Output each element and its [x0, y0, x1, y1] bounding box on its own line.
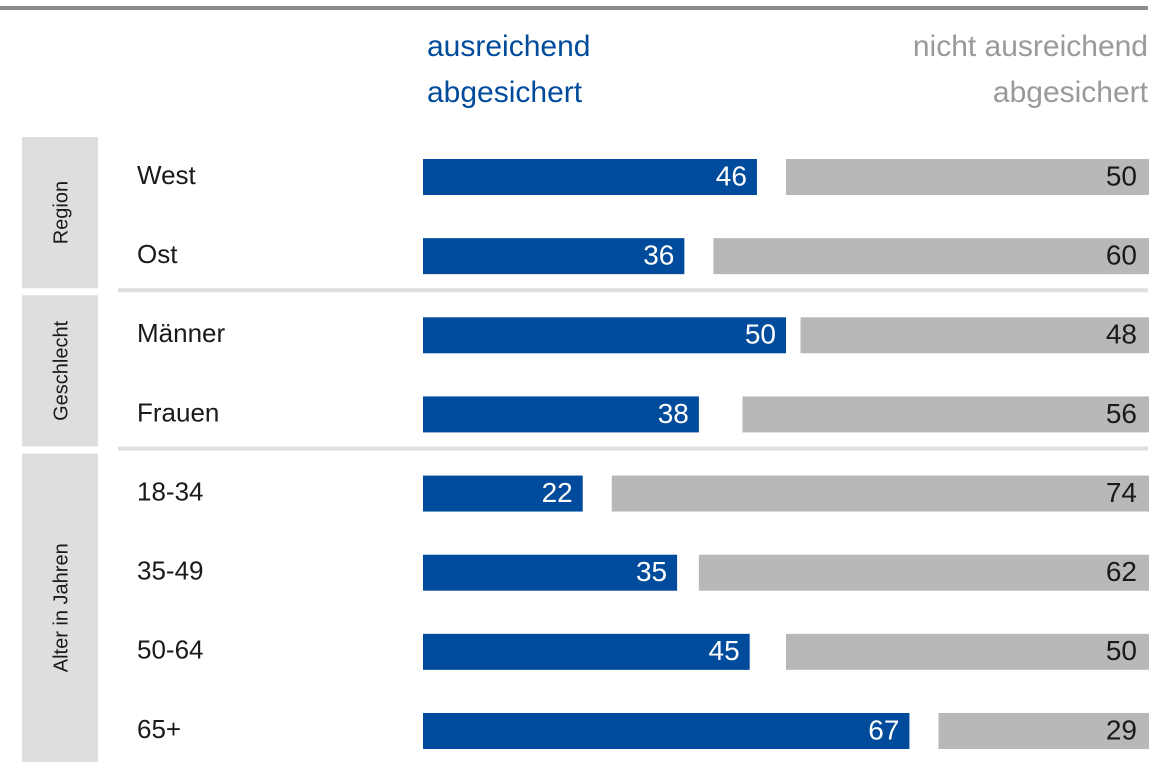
bar: [423, 238, 685, 275]
legend-label: ausreichend: [427, 30, 590, 63]
value-label: 48: [1106, 319, 1137, 350]
bar: [611, 475, 1149, 512]
category-label: Frauen: [137, 397, 219, 427]
group-label: Geschlecht: [50, 320, 72, 420]
bar: [800, 317, 1149, 354]
bar: [698, 554, 1149, 591]
bar: [742, 396, 1149, 433]
value-label: 56: [1106, 398, 1137, 429]
group-label: Alter in Jahren: [50, 543, 72, 672]
bar: [423, 712, 910, 749]
category-label: 18-34: [137, 476, 204, 506]
value-label: 60: [1106, 240, 1137, 271]
category-label: 35-49: [137, 556, 204, 586]
top-rule: [0, 6, 1148, 10]
legend-label: abgesichert: [993, 76, 1149, 109]
category-label: Männer: [137, 318, 225, 348]
legend-label: nicht ausreichend: [913, 30, 1148, 63]
bar: [938, 712, 1149, 749]
bar: [423, 554, 678, 591]
bar: [423, 475, 583, 512]
value-label: 50: [1106, 635, 1137, 666]
value-label: 46: [716, 160, 747, 191]
value-label: 62: [1106, 556, 1137, 587]
value-label: 22: [542, 477, 573, 508]
bar: [423, 633, 750, 670]
category-label: 50-64: [137, 635, 204, 665]
value-label: 38: [658, 398, 689, 429]
value-label: 50: [745, 319, 776, 350]
category-label: Ost: [137, 239, 178, 269]
group-box: [22, 295, 98, 447]
group-box: [22, 453, 98, 762]
category-label: 65+: [137, 714, 181, 744]
bar: [786, 633, 1149, 670]
bar: [786, 159, 1149, 195]
bar: [423, 159, 757, 195]
value-label: 36: [643, 240, 674, 271]
value-label: 35: [636, 556, 667, 587]
value-label: 45: [709, 635, 740, 666]
value-label: 67: [868, 714, 899, 745]
group-box: [22, 137, 98, 289]
value-label: 29: [1106, 714, 1137, 745]
bar: [423, 396, 699, 433]
value-label: 50: [1106, 160, 1137, 191]
group-label: Region: [50, 181, 72, 244]
category-label: West: [137, 160, 197, 190]
legend-label: abgesichert: [427, 76, 583, 109]
bar: [713, 238, 1149, 275]
value-label: 74: [1106, 477, 1137, 508]
bar: [423, 317, 786, 354]
